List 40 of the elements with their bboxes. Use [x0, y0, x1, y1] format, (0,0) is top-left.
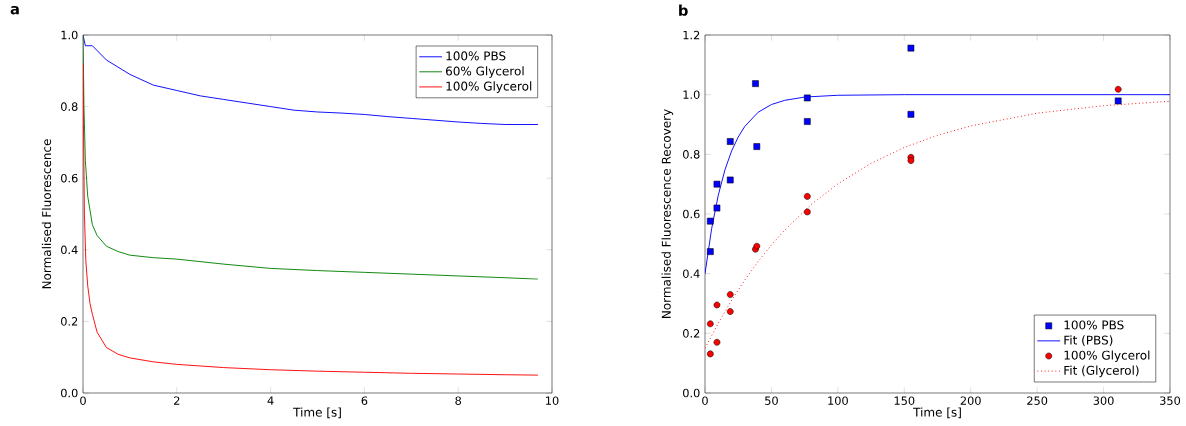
y-tick-label: 0.0: [683, 388, 700, 398]
chart-title: b: [679, 4, 688, 16]
legend-label: Fit (Glycerol): [1064, 365, 1139, 378]
x-tick-label: 250: [1027, 396, 1048, 405]
x-axis-title: Time [s]: [913, 407, 961, 419]
y-tick-label: 1.0: [61, 30, 78, 40]
y-tick-label: 0.6: [61, 173, 78, 183]
x-tick-label: 200: [960, 396, 981, 405]
x-tick-label: 0: [80, 396, 86, 405]
x-tick-label: 150: [894, 396, 915, 405]
legend-label: 100% PBS: [446, 51, 506, 61]
y-tick-label: 0.8: [61, 102, 78, 111]
x-tick-label: 4: [267, 396, 274, 405]
y-axis-title: Normalised Fluorescence Recovery: [661, 109, 674, 318]
legend-label: 100% Glycerol: [1064, 350, 1150, 363]
y-tick-label: 0.6: [683, 209, 700, 219]
y-tick-label: 1.2: [683, 30, 700, 40]
x-tick-label: 100: [828, 396, 848, 405]
x-axis-title: Time [s]: [293, 407, 341, 419]
x-tick-label: 8: [455, 396, 462, 405]
y-tick-label: 1.0: [683, 90, 700, 99]
y-tick-label: 0.4: [683, 269, 700, 278]
y-tick-label: 0.2: [61, 317, 78, 326]
x-tick-label: 10: [546, 396, 559, 405]
y-tick-label: 0.0: [61, 388, 78, 398]
x-tick-label: 2: [174, 396, 180, 405]
x-tick-label: 300: [1093, 396, 1114, 405]
x-tick-label: 0: [702, 396, 708, 405]
x-tick-label: 6: [361, 396, 368, 405]
legend-label: Fit (PBS): [1064, 335, 1113, 347]
y-tick-label: 0.4: [61, 245, 78, 255]
legend-label: 60% Glycerol: [445, 66, 524, 78]
x-tick-label: 50: [765, 396, 778, 405]
y-axis-title: Normalised Fluorescence: [41, 139, 52, 289]
chart-title: a: [10, 5, 19, 15]
legend-label: 100% PBS: [1064, 320, 1124, 330]
x-tick-label: 350: [1160, 396, 1181, 405]
y-tick-label: 0.2: [683, 329, 700, 338]
legend-label: 100% Glycerol: [446, 81, 532, 93]
y-tick-label: 0.8: [683, 150, 700, 159]
